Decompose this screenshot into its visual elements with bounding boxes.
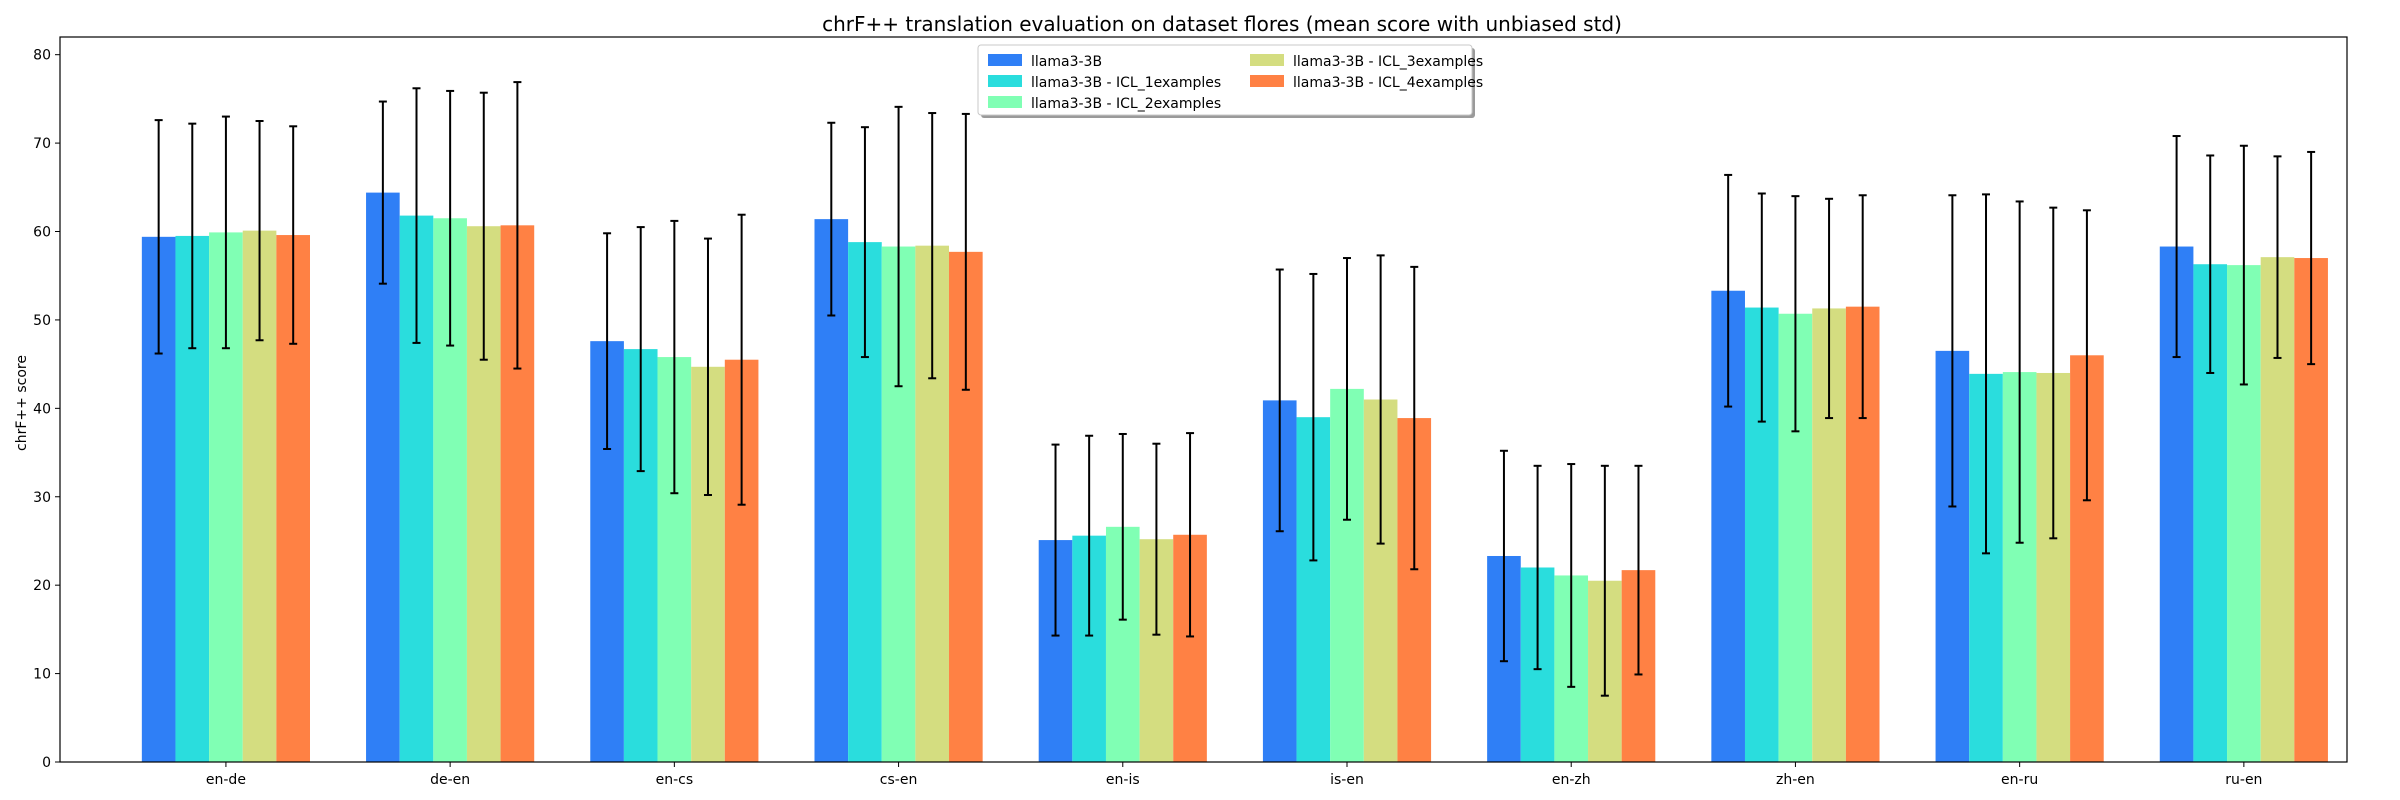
legend-box (977, 44, 1473, 116)
legend-swatch (988, 75, 1022, 87)
y-tick-label: 70 (33, 136, 51, 152)
x-tick-label: de-en (430, 772, 470, 788)
legend-swatch (988, 96, 1022, 108)
x-tick-label: cs-en (880, 772, 918, 788)
y-tick-label: 50 (33, 313, 51, 329)
x-tick-label: zh-en (1776, 772, 1815, 788)
legend-swatch (1250, 75, 1284, 87)
y-tick-label: 80 (33, 48, 51, 64)
legend-label: llama3-3B (1031, 54, 1102, 70)
x-tick-label: en-is (1106, 772, 1140, 788)
y-tick-label: 0 (42, 755, 51, 771)
x-tick-label: en-zh (1552, 772, 1591, 788)
plot-frame (59, 36, 2348, 763)
legend: llama3-3B llama3-3B - ICL_1examples llama3… (977, 44, 1483, 118)
legend-swatch (1250, 54, 1284, 66)
x-tick-label: en-cs (656, 772, 694, 788)
x-tick-label: is-en (1330, 772, 1364, 788)
y-tick-label: 30 (33, 490, 51, 506)
chart-title: chrF++ translation evaluation on dataset… (822, 12, 1622, 36)
bar (366, 192, 400, 763)
y-tick-label: 60 (33, 225, 51, 241)
axes-layer: en-de de-en en-cs cs-en en-is is-en en-zh zh-en… (33, 36, 2348, 788)
x-tick-label: en-de (206, 772, 246, 788)
y-tick-label: 40 (33, 401, 51, 417)
legend-label: llama3-3B - ICL_2examples (1031, 96, 1221, 112)
x-tick-label: ru-en (2225, 772, 2262, 788)
y-tick-label: 20 (33, 578, 51, 594)
error-bars-layer (154, 81, 2316, 697)
x-tick-label: en-ru (2001, 772, 2038, 788)
legend-label: llama3-3B - ICL_4examples (1293, 75, 1483, 91)
y-axis-label: chrF++ score (14, 355, 30, 451)
legend-label: llama3-3B - ICL_3examples (1293, 54, 1483, 70)
legend-swatch (988, 54, 1022, 66)
y-tick-label: 10 (33, 667, 51, 683)
bars-layer (141, 192, 2328, 763)
legend-label: llama3-3B - ICL_1examples (1031, 75, 1221, 91)
